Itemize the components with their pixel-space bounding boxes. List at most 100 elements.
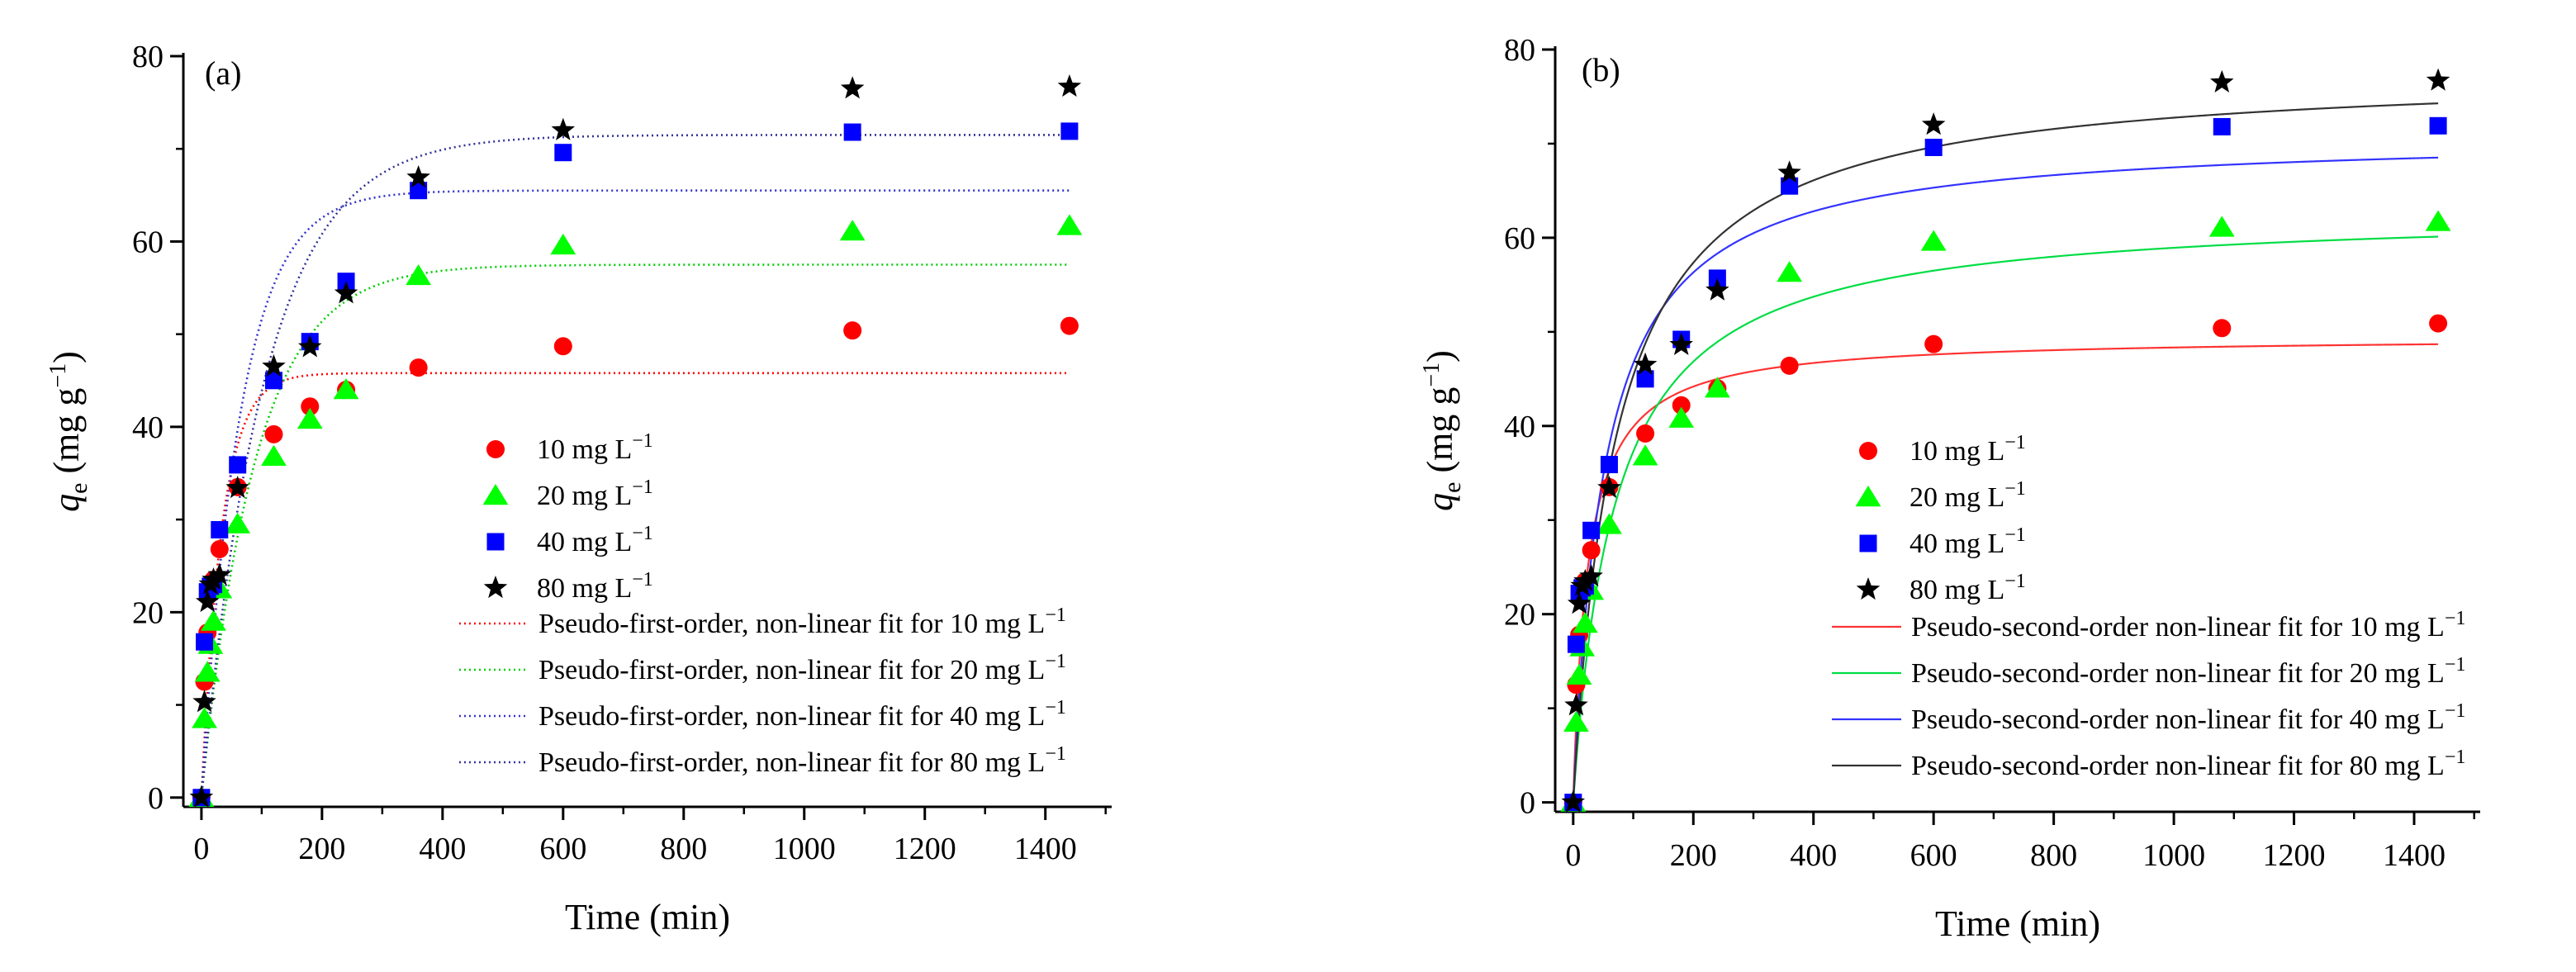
x-tick-label: 0 [1565, 838, 1581, 873]
data-point-s4 [1564, 693, 1588, 716]
data-point-s1 [264, 424, 283, 443]
data-point-s4 [334, 281, 358, 304]
data-point-s3 [229, 456, 247, 474]
data-point-s4 [202, 567, 225, 590]
legend-fit-label: Pseudo-second-order non-linear fit for 4… [1911, 700, 2465, 735]
data-point-s2 [225, 512, 251, 533]
data-point-s3 [211, 520, 229, 538]
legend-label: 40 mg L−1 [537, 523, 653, 557]
data-point-s4 [225, 475, 249, 499]
data-point-s3 [264, 372, 282, 390]
data-point-s3 [1060, 122, 1079, 140]
data-point-s2 [1668, 406, 1695, 428]
x-tick-label: 1000 [773, 832, 836, 866]
y-tick-label: 60 [1504, 221, 1535, 256]
x-tick-label: 400 [419, 832, 466, 866]
legend-fit-label: Pseudo-second-order non-linear fit for 8… [1911, 747, 2465, 781]
data-point-s2 [1566, 663, 1592, 685]
data-point-s3 [1781, 177, 1799, 195]
x-tick-label: 400 [1790, 838, 1837, 873]
data-point-s2 [192, 707, 217, 728]
data-point-s4 [192, 690, 216, 713]
legend-label: 10 mg L−1 [1909, 432, 2026, 467]
legend-fit-label: Pseudo-first-order, non-linear fit for 2… [538, 651, 1066, 685]
data-point-s2 [1563, 710, 1589, 732]
legend-marker [1859, 534, 1877, 552]
y-tick-label: 40 [132, 410, 164, 445]
data-point-s3 [1600, 456, 1618, 474]
data-point-s1 [1780, 356, 1799, 375]
data-point-s2 [1572, 612, 1598, 633]
chart-panel-a: 0 200 400 600 800 1000 1200 1400 0 20 40 60 80 (a) Tim… [45, 40, 1112, 937]
y-axis-label: qe (mg g−1) [1419, 350, 1466, 511]
y-tick-label: 0 [1520, 786, 1535, 821]
data-point-s2 [261, 444, 287, 466]
data-point-s3 [196, 633, 214, 651]
x-tick-label: 800 [660, 832, 707, 866]
data-point-s1 [1060, 316, 1079, 335]
legend-marker [1856, 577, 1881, 600]
fit-curve-3 [1572, 156, 2439, 803]
data-point-s4 [551, 117, 576, 140]
data-point-s2 [1704, 377, 1730, 398]
y-tick-label: 20 [1504, 598, 1535, 633]
x-tick-label: 1200 [2263, 838, 2326, 873]
x-tick-label: 800 [2030, 838, 2077, 873]
x-tick-label: 600 [1910, 838, 1957, 873]
data-point-s2 [1632, 444, 1658, 466]
x-axis-label: Time (min) [565, 897, 730, 937]
y-tick-label: 20 [132, 595, 164, 630]
legend-marker [482, 484, 509, 505]
x-tick-label: 1400 [1014, 832, 1077, 866]
fit-curve-3 [200, 189, 1070, 798]
data-point-s1 [409, 358, 428, 377]
data-point-s2 [1920, 230, 1947, 251]
data-point-s1 [210, 540, 229, 559]
data-point-s1 [1582, 541, 1601, 560]
fit-curve-4 [200, 134, 1070, 798]
data-point-s2 [201, 609, 226, 631]
data-point-s2 [2425, 210, 2451, 231]
legend-label: 20 mg L−1 [537, 477, 653, 511]
data-point-s1 [2213, 319, 2232, 338]
data-point-s4 [207, 562, 232, 586]
fit-curve-2 [1572, 235, 2439, 803]
data-point-s4 [406, 165, 430, 188]
data-point-s2 [297, 407, 323, 429]
y-tick-label: 80 [1504, 33, 1535, 68]
data-point-s1 [301, 397, 320, 416]
data-point-s1 [553, 337, 572, 356]
data-point-s3 [1567, 635, 1585, 653]
data-point-s4 [2210, 69, 2234, 93]
x-tick-label: 1000 [2142, 838, 2205, 873]
data-point-s3 [1924, 139, 1943, 157]
legend-marker [486, 440, 505, 458]
legend-marker [483, 576, 508, 599]
legend-fit-label: Pseudo-second-order non-linear fit for 2… [1911, 654, 2465, 689]
data-point-s3 [1636, 370, 1654, 388]
data-point-s4 [298, 334, 322, 358]
x-tick-label: 1400 [2383, 838, 2446, 873]
fit-curve-4 [1572, 102, 2439, 803]
data-point-s4 [840, 76, 865, 99]
data-point-s1 [843, 321, 862, 340]
y-tick-label: 40 [1504, 410, 1535, 444]
data-point-s3 [2429, 116, 2447, 135]
legend-marker [1855, 486, 1881, 507]
data-point-s2 [194, 661, 221, 682]
data-point-s3 [843, 123, 861, 141]
x-tick-label: 600 [539, 832, 586, 866]
data-point-s2 [839, 220, 866, 241]
data-point-s3 [1582, 521, 1601, 539]
data-point-s3 [554, 144, 572, 162]
data-point-s4 [1567, 591, 1592, 614]
data-point-s4 [1561, 789, 1586, 813]
data-point-s3 [410, 182, 428, 200]
x-tick-label: 200 [1670, 838, 1717, 873]
data-point-s4 [1921, 112, 1946, 135]
data-point-s1 [2429, 314, 2448, 333]
chart-panel-b: 0 200 400 600 800 1000 1200 1400 0 20 40 60 80 (b) Tim… [1419, 33, 2480, 944]
fit-curve-1 [200, 372, 1070, 798]
y-tick-label: 80 [132, 40, 164, 74]
